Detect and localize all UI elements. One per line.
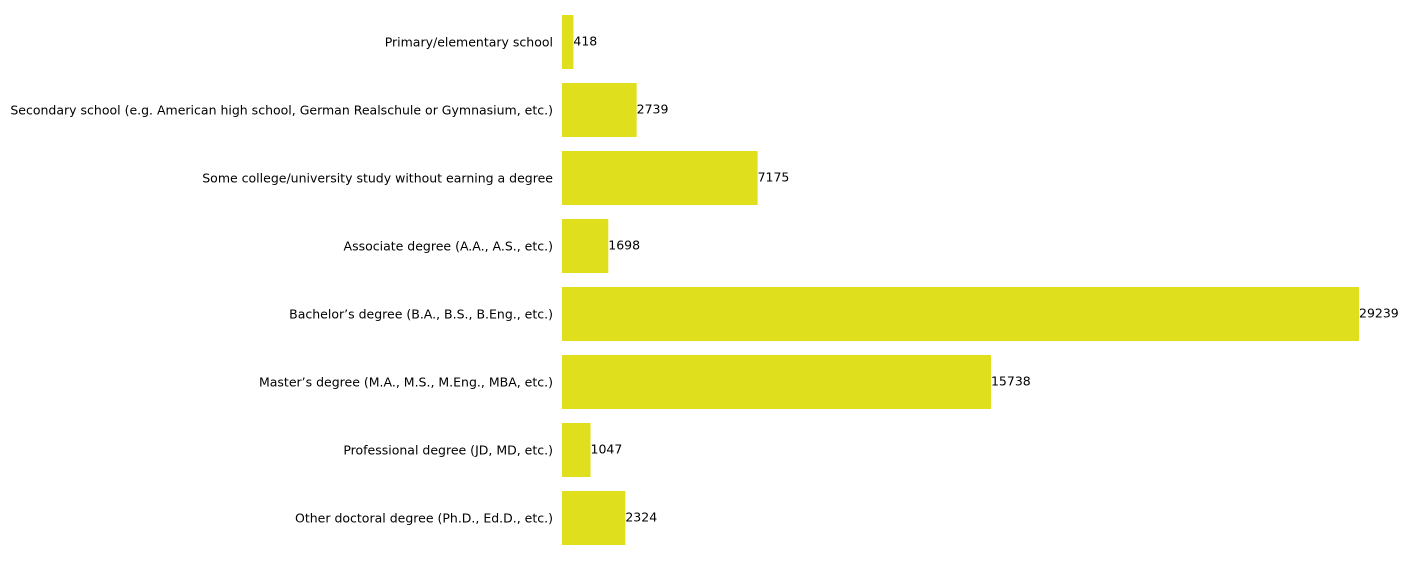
bar-6 — [562, 423, 591, 477]
value-label-1: 2739 — [637, 102, 669, 117]
value-label-5: 15738 — [991, 374, 1031, 389]
category-label-7: Other doctoral degree (Ph.D., Ed.D., etc… — [295, 511, 553, 526]
value-label-3: 1698 — [608, 238, 640, 253]
category-label-6: Professional degree (JD, MD, etc.) — [343, 443, 553, 458]
bar-7 — [562, 491, 626, 545]
value-label-4: 29239 — [1359, 306, 1399, 321]
category-labels-group: Primary/elementary school Secondary schoo… — [10, 35, 553, 526]
category-label-5: Master’s degree (M.A., M.S., M.Eng., MBA… — [259, 375, 553, 390]
bar-1 — [562, 83, 637, 137]
value-label-2: 7175 — [758, 170, 790, 185]
category-label-3: Associate degree (A.A., A.S., etc.) — [344, 239, 553, 254]
category-label-0: Primary/elementary school — [385, 35, 553, 50]
category-label-2: Some college/university study without ea… — [202, 171, 553, 186]
bar-4 — [562, 287, 1359, 341]
bar-5 — [562, 355, 991, 409]
value-label-0: 418 — [573, 34, 597, 49]
bar-3 — [562, 219, 609, 273]
bar-2 — [562, 151, 758, 205]
bars-group — [562, 15, 1359, 545]
value-label-7: 2324 — [625, 510, 657, 525]
category-label-1: Secondary school (e.g. American high sch… — [10, 103, 553, 118]
value-labels-group: 418 2739 7175 1698 29239 15738 1047 2324 — [573, 34, 1398, 525]
category-label-4: Bachelor’s degree (B.A., B.S., B.Eng., e… — [289, 307, 553, 322]
value-label-6: 1047 — [591, 442, 623, 457]
bar-0 — [562, 15, 574, 69]
